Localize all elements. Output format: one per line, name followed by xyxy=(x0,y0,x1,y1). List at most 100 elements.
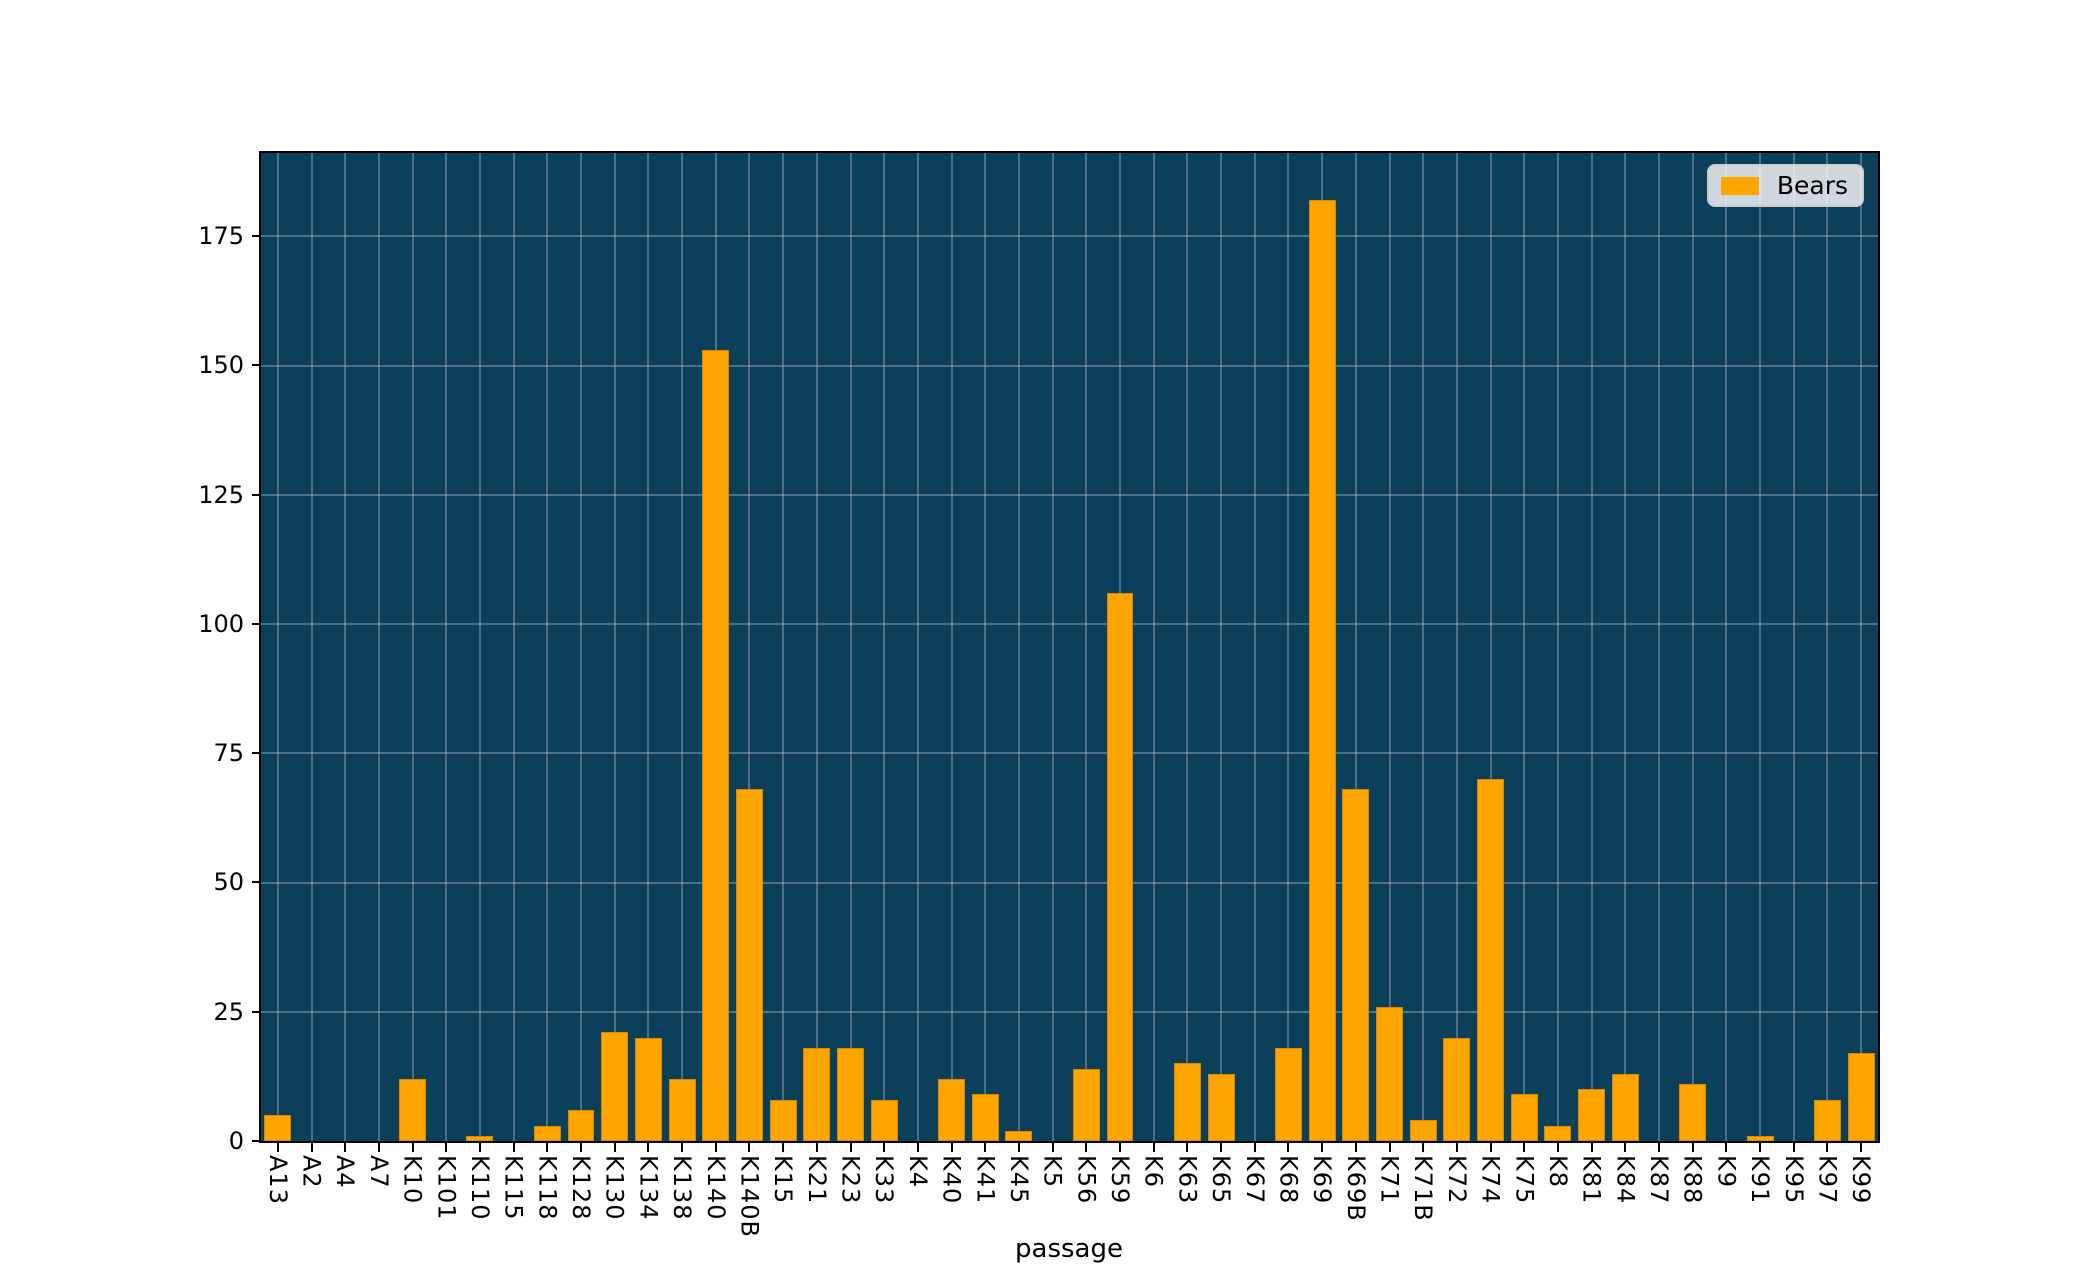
gridline-x-K8 xyxy=(1556,153,1559,1141)
gridline-x-K68 xyxy=(1287,153,1290,1141)
x-axis-label: passage xyxy=(1015,1234,1123,1264)
y-tick-mark-175 xyxy=(252,235,261,238)
x-tick-label-K110: K110 xyxy=(465,1155,494,1221)
bar-K134 xyxy=(634,1037,662,1141)
gridline-x-K138 xyxy=(681,153,684,1141)
x-tick-label-K71: K71 xyxy=(1375,1155,1404,1205)
bar-K118 xyxy=(533,1125,561,1141)
bar-K33 xyxy=(870,1099,898,1141)
y-tick-mark-125 xyxy=(252,493,261,496)
x-tick-mark-K15 xyxy=(782,1143,785,1152)
x-tick-label-K91: K91 xyxy=(1746,1155,1775,1205)
x-tick-label-K128: K128 xyxy=(567,1155,596,1221)
gridline-x-K71 xyxy=(1388,153,1391,1141)
gridline-y-25 xyxy=(261,1010,1878,1013)
bar-K71 xyxy=(1376,1006,1403,1141)
x-tick-mark-K95 xyxy=(1792,1143,1795,1152)
x-tick-mark-K115 xyxy=(512,1143,515,1152)
x-tick-mark-K91 xyxy=(1759,1143,1762,1152)
x-tick-mark-K97 xyxy=(1826,1143,1829,1152)
x-tick-label-K69B: K69B xyxy=(1341,1155,1370,1222)
bar-K128 xyxy=(567,1109,595,1141)
y-tick-label-125: 125 xyxy=(198,480,244,509)
x-tick-label-K8: K8 xyxy=(1543,1155,1572,1189)
x-tick-label-K101: K101 xyxy=(432,1155,461,1221)
x-tick-label-K72: K72 xyxy=(1442,1155,1471,1205)
gridline-x-K87 xyxy=(1658,153,1661,1141)
x-tick-mark-K59 xyxy=(1119,1143,1122,1152)
bar-K21 xyxy=(803,1047,831,1141)
gridline-x-K5 xyxy=(1051,153,1054,1141)
bar-K74 xyxy=(1477,779,1505,1141)
bar-K97 xyxy=(1813,1099,1841,1141)
gridline-y-75 xyxy=(261,752,1878,755)
gridline-x-K45 xyxy=(1017,153,1020,1141)
bar-K65 xyxy=(1207,1073,1235,1141)
x-tick-mark-A13 xyxy=(276,1143,279,1152)
y-tick-mark-0 xyxy=(252,1140,261,1142)
bar-K40 xyxy=(938,1078,966,1141)
x-tick-label-K9: K9 xyxy=(1712,1155,1741,1189)
bar-K56 xyxy=(1072,1068,1100,1141)
x-tick-label-K118: K118 xyxy=(533,1155,562,1221)
x-tick-mark-K81 xyxy=(1590,1143,1593,1152)
gridline-x-K67 xyxy=(1253,153,1256,1141)
x-tick-label-K81: K81 xyxy=(1577,1155,1606,1205)
x-tick-label-A2: A2 xyxy=(297,1155,326,1189)
y-tick-label-25: 25 xyxy=(213,997,244,1026)
x-tick-label-K75: K75 xyxy=(1510,1155,1539,1205)
gridline-x-K4 xyxy=(916,153,919,1141)
gridline-x-K10 xyxy=(411,153,414,1141)
gridline-x-K56 xyxy=(1085,153,1088,1141)
x-tick-label-A13: A13 xyxy=(263,1155,292,1205)
x-tick-label-K45: K45 xyxy=(1004,1155,1033,1205)
x-tick-mark-K4 xyxy=(916,1143,919,1152)
x-tick-mark-K41 xyxy=(984,1143,987,1152)
gridline-y-100 xyxy=(261,623,1878,625)
y-tick-mark-100 xyxy=(252,622,261,625)
x-tick-mark-K71 xyxy=(1388,1143,1391,1152)
gridline-y-150 xyxy=(261,364,1878,367)
gridline-x-K33 xyxy=(883,153,886,1141)
gridline-x-K118 xyxy=(546,153,549,1141)
bar-A13 xyxy=(264,1115,292,1141)
bar-K69B xyxy=(1342,789,1370,1141)
x-tick-label-K74: K74 xyxy=(1476,1155,1505,1205)
gridline-x-A13 xyxy=(276,153,279,1141)
x-tick-mark-K101 xyxy=(445,1143,448,1152)
x-tick-mark-K71B xyxy=(1422,1143,1425,1152)
bar-K140B xyxy=(735,789,763,1141)
y-tick-label-75: 75 xyxy=(213,739,244,768)
x-tick-mark-K21 xyxy=(815,1143,818,1152)
plot-background xyxy=(261,153,1878,1141)
x-tick-label-K33: K33 xyxy=(870,1155,899,1205)
x-tick-label-K69: K69 xyxy=(1308,1155,1337,1205)
bar-K138 xyxy=(668,1078,696,1141)
x-tick-label-K115: K115 xyxy=(499,1155,528,1221)
x-tick-label-K41: K41 xyxy=(971,1155,1000,1205)
x-tick-mark-K33 xyxy=(883,1143,886,1152)
x-tick-mark-K74 xyxy=(1489,1143,1492,1152)
bar-K75 xyxy=(1510,1094,1538,1141)
legend-swatch-bears xyxy=(1720,176,1759,195)
x-tick-mark-K130 xyxy=(613,1143,616,1152)
bar-K23 xyxy=(837,1047,864,1141)
x-tick-label-K4: K4 xyxy=(903,1155,932,1189)
gridline-x-K88 xyxy=(1691,153,1694,1141)
gridline-x-K134 xyxy=(647,153,650,1141)
bar-K69 xyxy=(1308,200,1336,1141)
x-tick-mark-K56 xyxy=(1085,1143,1088,1152)
gridline-x-K21 xyxy=(815,153,818,1141)
bar-K10 xyxy=(399,1078,427,1141)
x-tick-mark-K75 xyxy=(1523,1143,1526,1152)
y-tick-label-100: 100 xyxy=(198,609,244,638)
gridline-x-A2 xyxy=(310,153,313,1141)
gridline-x-K65 xyxy=(1220,153,1223,1141)
gridline-x-K97 xyxy=(1826,153,1829,1141)
y-tick-mark-150 xyxy=(252,364,261,367)
x-tick-mark-K118 xyxy=(546,1143,549,1152)
bar-K45 xyxy=(1005,1130,1033,1141)
x-tick-mark-K110 xyxy=(478,1143,481,1152)
x-tick-mark-K140 xyxy=(714,1143,717,1152)
